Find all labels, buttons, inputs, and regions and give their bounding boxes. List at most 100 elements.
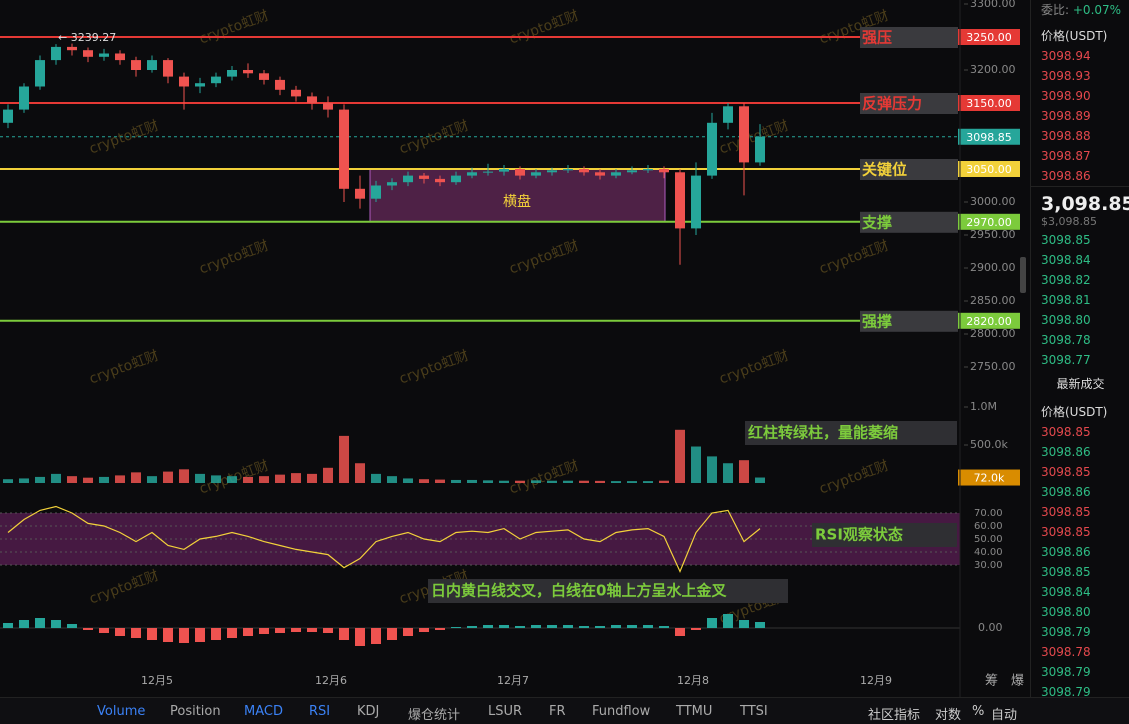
volume-bar (339, 435, 349, 483)
macd-bar (435, 628, 445, 630)
macd-bar (467, 626, 477, 628)
macd-bar (99, 628, 109, 633)
macd-note: 日内黄白线交叉，白线在0轴上方呈水上金叉 (431, 582, 727, 600)
bid-price: 3098.85 (1041, 233, 1091, 247)
watermark: crypto虹财 (817, 458, 891, 498)
macd-bar (19, 620, 29, 628)
candle-body (19, 86, 29, 110)
volume-note: 红柱转绿柱，量能萎缩 (748, 424, 898, 442)
level-name-bg (860, 159, 958, 180)
volume-bar (403, 478, 413, 483)
volume-bar (579, 480, 589, 483)
ratio-value: +0.07% (1072, 3, 1122, 17)
volume-bar (323, 467, 333, 483)
macd-bar (163, 628, 173, 642)
volume-bar (627, 481, 637, 483)
candle-body (179, 76, 189, 87)
level-name: 强撑 (862, 312, 892, 330)
toolbar-item[interactable]: 对数 (935, 708, 962, 723)
volume-bar (259, 476, 269, 483)
candle-body (323, 103, 333, 110)
macd-bar (387, 628, 397, 640)
candle-body (83, 50, 93, 57)
macd-bar (275, 628, 285, 633)
last-usd: $3,098.85 (1041, 215, 1097, 228)
macd-bar (115, 628, 125, 636)
tab[interactable]: RSI (309, 704, 331, 719)
range-label: 横盘 (503, 193, 531, 210)
book-header: 价格(USDT) (1041, 29, 1108, 43)
tab[interactable]: Fundflow (592, 704, 651, 719)
macd-bar (307, 628, 317, 632)
tab[interactable]: KDJ (357, 704, 380, 719)
macd-bar (35, 618, 45, 628)
bid-price: 3098.80 (1041, 313, 1091, 327)
ask-price: 3098.90 (1041, 89, 1091, 103)
trade-price: 3098.85 (1041, 525, 1091, 539)
ask-price: 3098.93 (1041, 69, 1091, 83)
watermark: crypto虹财 (507, 8, 581, 48)
indicator-tabs: Volume Position MACD RSI KDJ 爆仓统计 LSUR FR Fundfl… (0, 697, 1129, 724)
price-tick-label: 2800.00 (970, 327, 1016, 340)
tab[interactable]: TTSI (740, 704, 768, 719)
level-tag (958, 161, 1020, 177)
volume-bar (499, 480, 509, 483)
watermark: crypto虹财 (507, 458, 581, 498)
candle-body (307, 96, 317, 103)
macd-tick-label: 0.00 (978, 621, 1003, 634)
candle-body (163, 60, 173, 77)
tab[interactable]: FR (549, 704, 566, 719)
date-label: 12月9 (860, 674, 892, 687)
trade-price: 3098.85 (1041, 505, 1091, 519)
candle-body (355, 188, 365, 199)
level-tag-label: 3050.00 (966, 163, 1012, 176)
date-label: 12月5 (141, 674, 173, 687)
macd-bar (67, 624, 77, 628)
level-name: 强压 (862, 29, 892, 47)
candle-body (547, 170, 557, 173)
trade-price: 3098.85 (1041, 465, 1091, 479)
candle-body (291, 89, 301, 97)
price-tick-label: 2750.00 (970, 360, 1016, 373)
level-tag (958, 29, 1020, 45)
macd-bar (659, 626, 669, 628)
volume-bar (99, 476, 109, 483)
volume-tick-label: 1.0M (970, 400, 997, 413)
current-tag-label: 3098.85 (966, 131, 1012, 144)
price-tick-label: 3300.00 (970, 0, 1016, 10)
volume-bar (611, 481, 621, 483)
price-tick-label: 2950.00 (970, 228, 1016, 241)
trade-price: 3098.80 (1041, 605, 1091, 619)
volume-bar (483, 480, 493, 483)
macd-bar (595, 626, 605, 628)
date-label: 12月8 (677, 674, 709, 687)
level-name-bg (860, 310, 958, 332)
macd-bar (451, 627, 461, 628)
chart: crypto虹财 crypto虹财 crypto虹财 crypto虹财 crypto虹财… (0, 0, 1026, 697)
toolbar-item[interactable]: % (972, 704, 985, 719)
trades-title[interactable]: 最新成交 (1056, 377, 1105, 391)
trade-price: 3098.84 (1041, 585, 1091, 599)
tab[interactable]: LSUR (488, 704, 523, 719)
macd-bar (259, 628, 269, 634)
tab[interactable]: Volume (97, 704, 146, 719)
watermark: crypto虹财 (507, 238, 581, 278)
high-marker: ← 3239.27 (58, 31, 116, 44)
candle-body (339, 109, 349, 189)
tab[interactable]: 爆仓统计 (408, 708, 461, 723)
volume-bar (67, 476, 77, 483)
macd-bar (691, 628, 701, 630)
tab[interactable]: TTMU (676, 704, 713, 719)
price-tick-label: 2900.00 (970, 261, 1016, 274)
tab[interactable]: Position (170, 704, 221, 719)
ask-price: 3098.87 (1041, 149, 1091, 163)
watermark: crypto虹财 (197, 238, 271, 278)
volume-bar (227, 476, 237, 483)
toolbar-item[interactable]: 自动 (991, 708, 1018, 723)
candle-body (243, 70, 253, 74)
rsi-tick-label: 60.00 (974, 521, 1003, 532)
candle-body (627, 170, 637, 173)
toolbar-item[interactable]: 社区指标 (868, 708, 921, 723)
trade-price: 3098.79 (1041, 685, 1091, 699)
tab[interactable]: MACD (244, 704, 283, 719)
